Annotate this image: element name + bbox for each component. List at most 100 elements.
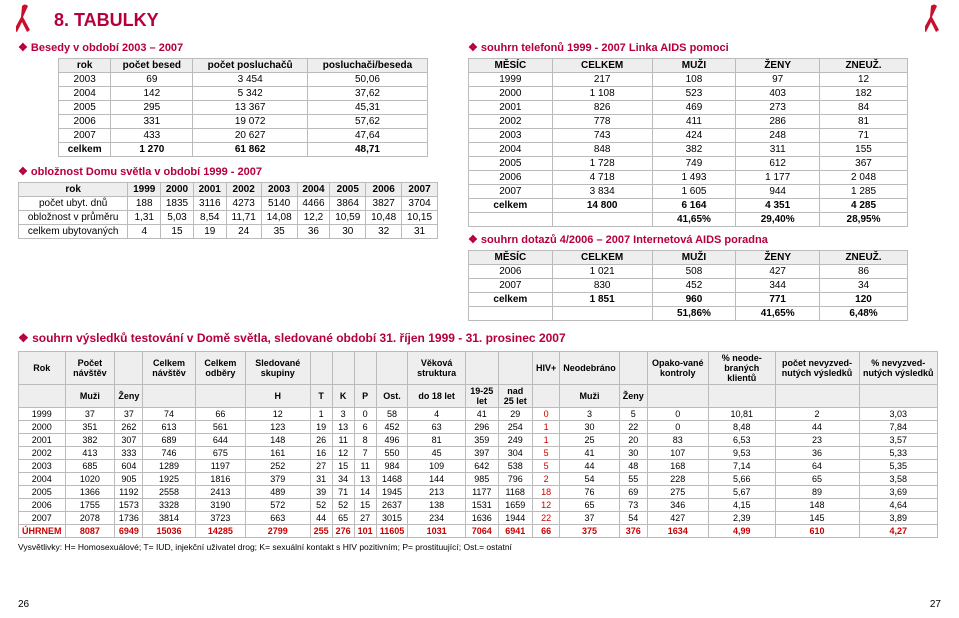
cell: 496 (376, 434, 408, 447)
cell: 2 048 (820, 171, 908, 185)
cell: 35 (261, 225, 297, 239)
cell: 155 (820, 143, 908, 157)
cell: 15 (161, 225, 194, 239)
cell: 1636 (465, 512, 498, 525)
big-title: souhrn výsledků testování v Domě světla,… (18, 331, 941, 345)
cell: 3 454 (193, 73, 308, 87)
cell: 424 (652, 129, 736, 143)
cell: 1 493 (652, 171, 736, 185)
cell: celkem (469, 199, 553, 213)
cell: 262 (115, 421, 143, 434)
cell: 2 (775, 408, 859, 421)
cell: 34 (332, 473, 354, 486)
cell: P (354, 385, 376, 408)
cell: 1 605 (652, 185, 736, 199)
cell: 123 (246, 421, 311, 434)
cell: 26 (310, 434, 332, 447)
cell: 5 (532, 460, 559, 473)
cell: 2004 (19, 473, 66, 486)
cell: 826 (552, 101, 652, 115)
cell: 5,33 (859, 447, 938, 460)
cell: 3827 (366, 197, 402, 211)
cell: 4 718 (552, 171, 652, 185)
cell: 1659 (498, 499, 532, 512)
cell: 675 (195, 447, 245, 460)
cell: 2003 (261, 183, 297, 197)
page: 8. TABULKY Besedy v období 2003 – 2007 r… (0, 0, 959, 618)
cell: 1573 (115, 499, 143, 512)
cell: 2001 (469, 101, 553, 115)
cell: 12,2 (297, 211, 330, 225)
cell: 4,15 (708, 499, 775, 512)
cell: 1835 (161, 197, 194, 211)
cell: 561 (195, 421, 245, 434)
cell (647, 385, 708, 408)
cell: 81 (820, 115, 908, 129)
page-number-right: 27 (930, 599, 941, 610)
cell: 689 (143, 434, 195, 447)
cell: 76 (560, 486, 620, 499)
cell: Sledované skupiny (246, 352, 311, 385)
cell: 89 (775, 486, 859, 499)
cell: 61 862 (193, 143, 308, 157)
inet-title: souhrn dotazů 4/2006 – 2007 Internetová … (468, 233, 928, 246)
cell: 1816 (195, 473, 245, 486)
cell: 20 627 (193, 129, 308, 143)
cell: 771 (736, 293, 820, 307)
cell: 1 108 (552, 87, 652, 101)
cell (708, 385, 775, 408)
cell: 41 (465, 408, 498, 421)
cell: 23 (775, 434, 859, 447)
cell: 13 (354, 473, 376, 486)
cell (532, 385, 559, 408)
cell: 37 (560, 512, 620, 525)
cell: 1,31 (128, 211, 161, 225)
cell: 273 (736, 101, 820, 115)
cell: 4 351 (736, 199, 820, 213)
cell: 29 (498, 408, 532, 421)
cell: 550 (376, 447, 408, 460)
cell: 9,53 (708, 447, 775, 460)
cell: 6,48% (820, 307, 908, 321)
page-number-left: 26 (18, 599, 29, 610)
cell: 295 (111, 101, 193, 115)
cell: 5 (619, 408, 647, 421)
oblz-title: obložnost Domu světla v období 1999 - 20… (18, 165, 448, 178)
cell: 3704 (402, 197, 438, 211)
cell: 375 (560, 525, 620, 538)
cell: 45 (408, 447, 466, 460)
cell: 1168 (498, 486, 532, 499)
cell: počet posluchačů (193, 59, 308, 73)
cell: 397 (465, 447, 498, 460)
cell: 1192 (115, 486, 143, 499)
cell: 1 285 (820, 185, 908, 199)
cell: 2799 (246, 525, 311, 538)
cell: 234 (408, 512, 466, 525)
cell: 41 (560, 447, 620, 460)
cell: 367 (820, 157, 908, 171)
cell: 6 164 (652, 199, 736, 213)
cell: 248 (736, 129, 820, 143)
cell: 286 (736, 115, 820, 129)
cell: 84 (820, 101, 908, 115)
cell: 7 (354, 447, 376, 460)
cell: 1634 (647, 525, 708, 538)
cell: 39 (310, 486, 332, 499)
cell: počet ubyt. dnů (19, 197, 128, 211)
cell: 2002 (19, 447, 66, 460)
footnote: Vysvětlivky: H= Homosexuálové; T= IUD, i… (18, 542, 941, 552)
cell: 2007 (469, 185, 553, 199)
cell: 54 (560, 473, 620, 486)
cell: 12 (332, 447, 354, 460)
cell: 144 (408, 473, 466, 486)
cell: 16 (310, 447, 332, 460)
cell: 2006 (469, 171, 553, 185)
besedy-table: rokpočet besedpočet posluchačůposluchači… (58, 58, 428, 157)
cell: 333 (115, 447, 143, 460)
cell: 4 (128, 225, 161, 239)
cell: 73 (619, 499, 647, 512)
cell (619, 352, 647, 385)
cell: 1755 (65, 499, 115, 512)
cell: 63 (408, 421, 466, 434)
cell: 796 (498, 473, 532, 486)
